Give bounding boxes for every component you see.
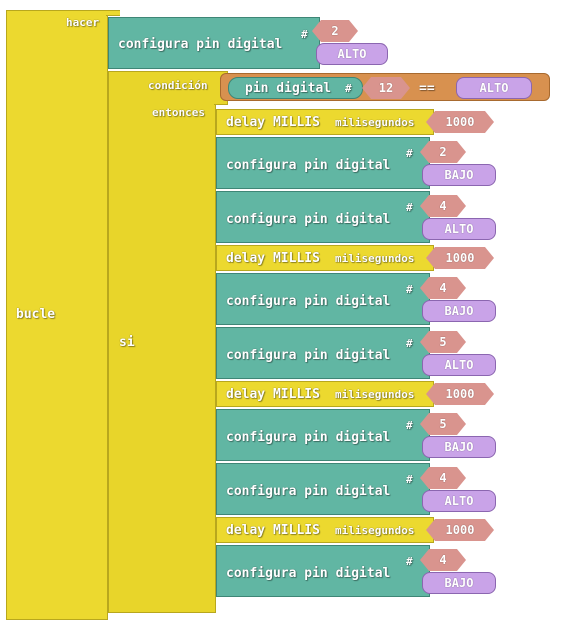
pin-number[interactable]: 4 — [420, 467, 466, 489]
pin-mode-label: configura pin digital — [226, 294, 391, 309]
delay-value[interactable]: 1000 — [426, 111, 494, 133]
condition-pin-read-block[interactable]: pin digital # — [228, 77, 363, 99]
setup-pin-state[interactable]: ALTO — [316, 43, 388, 65]
setup-pin-label: configura pin digital — [118, 37, 283, 52]
pin-mode-block[interactable]: configura pin digital # — [216, 191, 430, 243]
delay-block[interactable]: delay MILLIS milisegundos — [216, 109, 434, 135]
setup-pin-hash: # — [301, 28, 308, 41]
pin-state[interactable]: ALTO — [422, 218, 496, 240]
pin-state[interactable]: BAJO — [422, 164, 496, 186]
pin-mode-label: configura pin digital — [226, 212, 391, 227]
pin-state[interactable]: ALTO — [422, 490, 496, 512]
delay-value[interactable]: 1000 — [426, 247, 494, 269]
pin-mode-label: configura pin digital — [226, 348, 391, 363]
pin-mode-hash: # — [406, 147, 413, 160]
pin-mode-label: configura pin digital — [226, 430, 391, 445]
pin-number[interactable]: 4 — [420, 195, 466, 217]
pin-state[interactable]: ALTO — [422, 354, 496, 376]
pin-number[interactable]: 5 — [420, 413, 466, 435]
pin-mode-block[interactable]: configura pin digital # — [216, 327, 430, 379]
condition-pin-number[interactable]: 12 — [362, 77, 410, 99]
pin-state[interactable]: BAJO — [422, 572, 496, 594]
delay-label: delay MILLIS — [226, 387, 320, 402]
loop-do-label: hacer — [66, 16, 100, 29]
loop-label: bucle — [16, 307, 56, 322]
condition-operator[interactable]: == — [419, 81, 435, 96]
pin-mode-hash: # — [406, 337, 413, 350]
pin-mode-hash: # — [406, 473, 413, 486]
delay-label: delay MILLIS — [226, 523, 320, 538]
pin-mode-hash: # — [406, 555, 413, 568]
setup-pin-block[interactable]: configura pin digital # — [108, 17, 320, 69]
pin-mode-label: configura pin digital — [226, 566, 391, 581]
delay-block[interactable]: delay MILLIS milisegundos — [216, 517, 434, 543]
delay-value[interactable]: 1000 — [426, 519, 494, 541]
condition-value[interactable]: ALTO — [456, 77, 532, 99]
pin-mode-label: configura pin digital — [226, 484, 391, 499]
pin-mode-label: configura pin digital — [226, 158, 391, 173]
loop-do-header — [106, 10, 120, 16]
delay-unit-label: milisegundos — [335, 524, 415, 537]
delay-label: delay MILLIS — [226, 251, 320, 266]
if-then-label: entonces — [152, 106, 205, 119]
pin-number[interactable]: 5 — [420, 331, 466, 353]
if-label: si — [119, 335, 135, 350]
pin-state[interactable]: BAJO — [422, 300, 496, 322]
pin-state[interactable]: BAJO — [422, 436, 496, 458]
pin-mode-block[interactable]: configura pin digital # — [216, 463, 430, 515]
delay-label: delay MILLIS — [226, 115, 320, 130]
condition-pin-hash: # — [345, 82, 352, 95]
pin-mode-block[interactable]: configura pin digital # — [216, 545, 430, 597]
pin-number[interactable]: 2 — [420, 141, 466, 163]
pin-mode-block[interactable]: configura pin digital # — [216, 137, 430, 189]
delay-block[interactable]: delay MILLIS milisegundos — [216, 245, 434, 271]
pin-number[interactable]: 4 — [420, 277, 466, 299]
loop-block[interactable]: bucle — [6, 10, 108, 620]
pin-number[interactable]: 4 — [420, 549, 466, 571]
setup-pin-number[interactable]: 2 — [312, 20, 358, 42]
pin-mode-hash: # — [406, 283, 413, 296]
delay-unit-label: milisegundos — [335, 252, 415, 265]
delay-block[interactable]: delay MILLIS milisegundos — [216, 381, 434, 407]
delay-unit-label: milisegundos — [335, 388, 415, 401]
delay-unit-label: milisegundos — [335, 116, 415, 129]
pin-mode-hash: # — [406, 419, 413, 432]
if-condition-label: condición — [148, 79, 208, 92]
pin-mode-block[interactable]: configura pin digital # — [216, 409, 430, 461]
condition-pin-label: pin digital — [245, 81, 332, 96]
delay-value[interactable]: 1000 — [426, 383, 494, 405]
pin-mode-hash: # — [406, 201, 413, 214]
if-block[interactable]: si — [108, 71, 216, 613]
pin-mode-block[interactable]: configura pin digital # — [216, 273, 430, 325]
